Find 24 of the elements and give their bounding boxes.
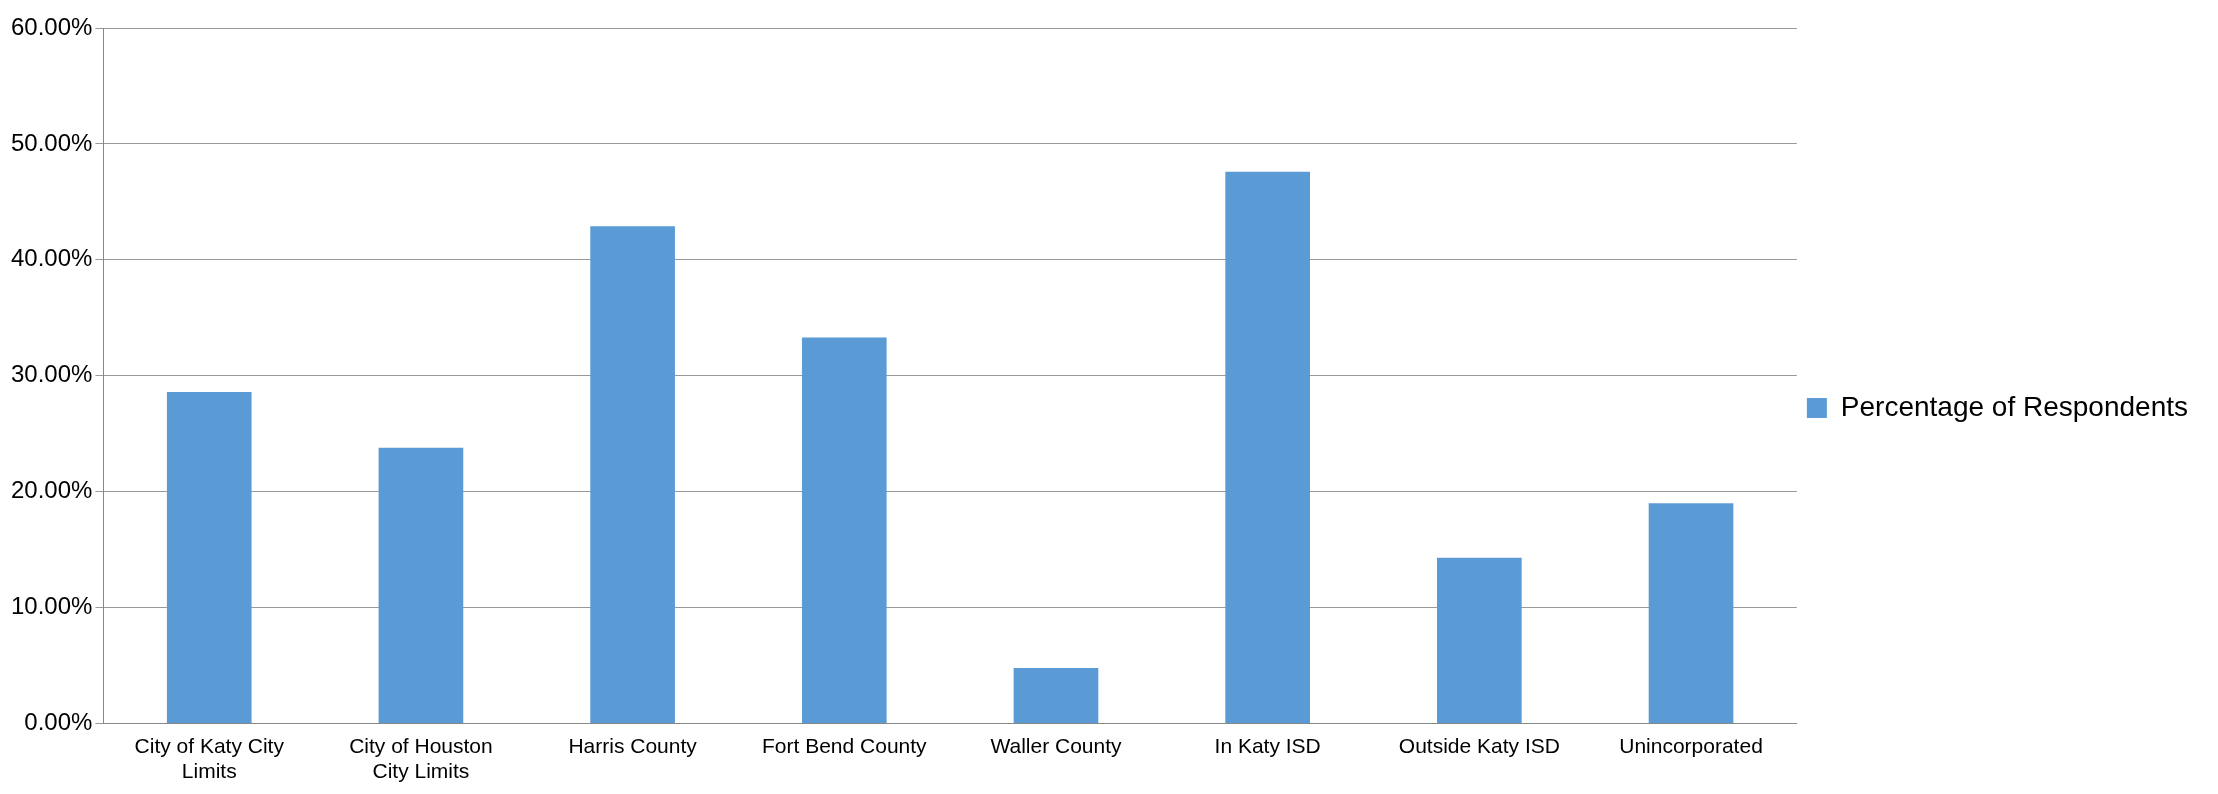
x-tick-label: Unincorporated (1619, 734, 1763, 757)
bar (1437, 557, 1522, 724)
y-tick-label: 10.00% (10, 592, 93, 620)
y-tick-label: 20.00% (10, 476, 93, 504)
x-tick-label: Waller County (990, 734, 1123, 757)
bar (1225, 171, 1310, 724)
bar (590, 226, 675, 724)
y-tick-label: 60.00% (10, 12, 93, 40)
y-tick-label: 40.00% (10, 244, 93, 272)
x-tick-label: Fort Bend County (762, 734, 928, 757)
x-tick-label: City of Houston City Limits (349, 734, 493, 783)
x-tick-label: Outside Katy ISD (1398, 734, 1560, 757)
legend-label: Percentage of Respondents (1840, 390, 2189, 422)
bar (801, 337, 887, 724)
y-tick-label: 50.00% (10, 128, 93, 156)
x-tick-label: Harris County (568, 734, 698, 757)
y-tick-label: 30.00% (10, 360, 93, 388)
x-tick-label: In Katy ISD (1214, 734, 1321, 757)
x-tick-label: City of Katy City Limits (134, 734, 285, 783)
bar (378, 447, 464, 724)
bar (1648, 503, 1734, 724)
bar (166, 392, 252, 724)
bar (1013, 667, 1099, 724)
y-tick-label: 0.00% (24, 708, 93, 736)
